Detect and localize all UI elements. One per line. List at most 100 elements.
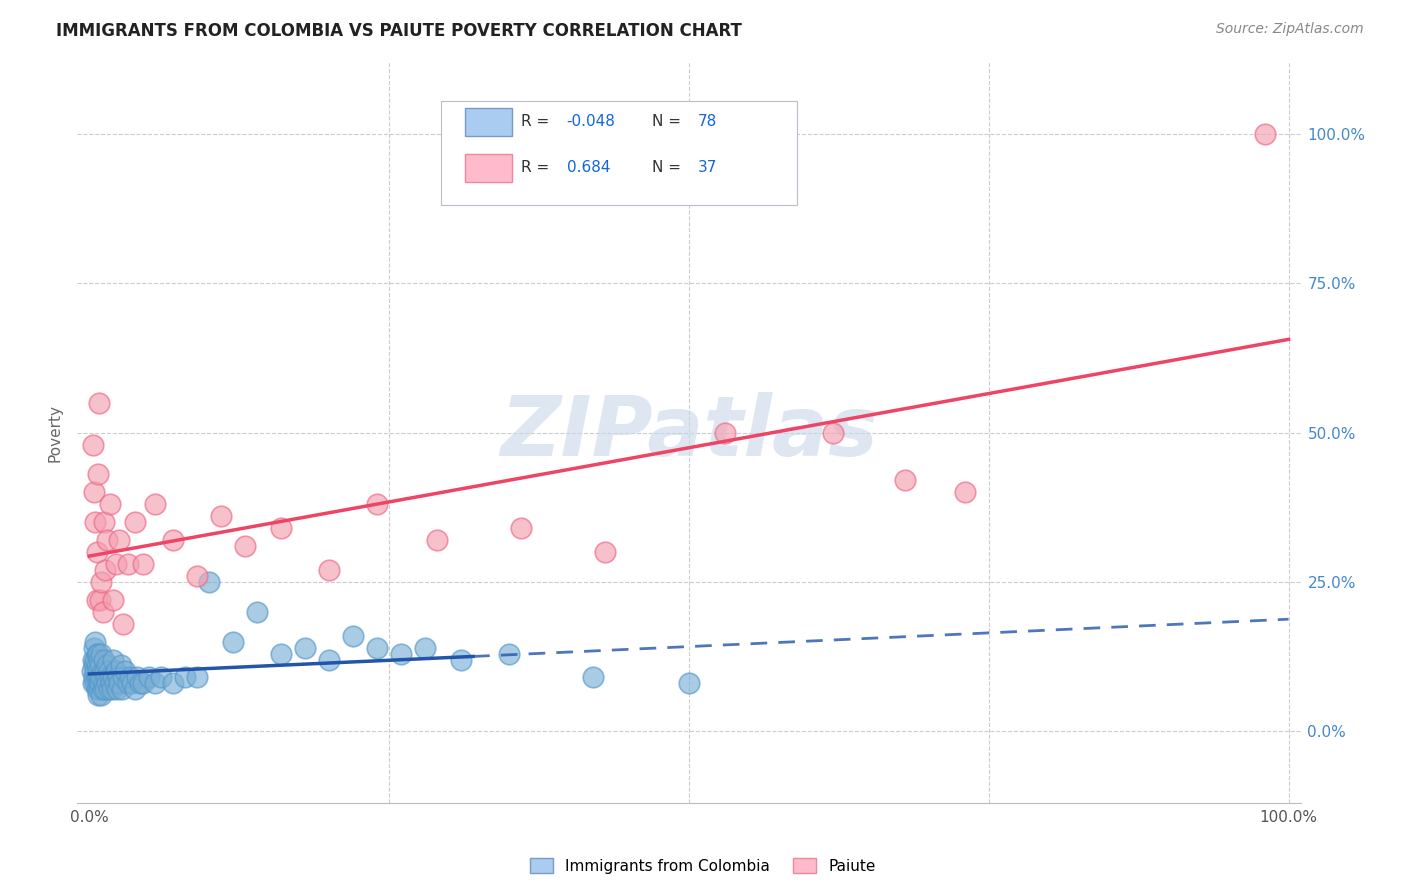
Point xyxy=(294,640,316,655)
Text: ZIPatlas: ZIPatlas xyxy=(501,392,877,473)
Point xyxy=(103,670,125,684)
Point xyxy=(582,670,605,684)
Point xyxy=(91,682,114,697)
Point xyxy=(91,665,114,679)
Point xyxy=(98,670,121,684)
Point xyxy=(87,676,110,690)
Text: 0.684: 0.684 xyxy=(567,160,610,175)
Point xyxy=(389,647,412,661)
Point xyxy=(366,640,388,655)
Point xyxy=(110,658,132,673)
Point xyxy=(94,563,117,577)
Text: 37: 37 xyxy=(697,160,717,175)
Point xyxy=(143,497,166,511)
Point xyxy=(89,658,111,673)
Point xyxy=(83,670,105,684)
Text: N =: N = xyxy=(652,114,686,129)
Point xyxy=(198,574,221,589)
Text: R =: R = xyxy=(522,160,554,175)
Point xyxy=(90,670,112,684)
Point xyxy=(114,665,136,679)
Point xyxy=(127,670,149,684)
Point xyxy=(111,670,134,684)
Point xyxy=(94,682,117,697)
Point xyxy=(678,676,700,690)
Point xyxy=(510,521,533,535)
Text: -0.048: -0.048 xyxy=(567,114,616,129)
Point xyxy=(87,396,110,410)
Point xyxy=(162,533,184,547)
Point xyxy=(93,515,115,529)
Text: 78: 78 xyxy=(697,114,717,129)
Point xyxy=(111,616,134,631)
Point xyxy=(82,676,104,690)
Y-axis label: Poverty: Poverty xyxy=(46,403,62,462)
Point xyxy=(104,665,127,679)
Point xyxy=(87,665,110,679)
Point xyxy=(318,563,340,577)
Bar xyxy=(465,154,512,182)
Point xyxy=(97,665,120,679)
Point xyxy=(89,592,111,607)
Point xyxy=(132,676,155,690)
Point xyxy=(894,474,917,488)
Text: IMMIGRANTS FROM COLOMBIA VS PAIUTE POVERTY CORRELATION CHART: IMMIGRANTS FROM COLOMBIA VS PAIUTE POVER… xyxy=(56,22,742,40)
Point xyxy=(86,545,108,559)
Point xyxy=(124,682,146,697)
Point xyxy=(121,676,143,690)
Point xyxy=(186,670,208,684)
Point xyxy=(107,670,129,684)
Point xyxy=(270,647,292,661)
Point xyxy=(98,497,121,511)
Point xyxy=(132,557,155,571)
Point xyxy=(96,658,118,673)
Point xyxy=(87,682,110,697)
Bar xyxy=(465,108,512,136)
Point xyxy=(222,634,245,648)
Point xyxy=(105,682,128,697)
Point xyxy=(90,647,112,661)
Point xyxy=(84,652,107,666)
Point xyxy=(87,689,110,703)
Point xyxy=(270,521,292,535)
Point xyxy=(103,592,125,607)
Point xyxy=(138,670,160,684)
Point xyxy=(233,539,256,553)
Point xyxy=(366,497,388,511)
Point xyxy=(91,605,114,619)
Point xyxy=(318,652,340,666)
Point xyxy=(87,647,110,661)
Point xyxy=(209,509,232,524)
Point xyxy=(89,676,111,690)
Point xyxy=(90,574,112,589)
Point xyxy=(953,485,976,500)
Point xyxy=(714,425,737,440)
Point xyxy=(82,652,104,666)
Point xyxy=(117,557,139,571)
Point xyxy=(84,665,107,679)
Point xyxy=(174,670,197,684)
Point xyxy=(94,670,117,684)
Legend: Immigrants from Colombia, Paiute: Immigrants from Colombia, Paiute xyxy=(524,852,882,880)
Point xyxy=(83,658,105,673)
Point xyxy=(86,647,108,661)
Point xyxy=(498,647,520,661)
Point xyxy=(96,533,118,547)
Point xyxy=(124,515,146,529)
Point xyxy=(97,682,120,697)
Point xyxy=(246,605,269,619)
Point xyxy=(128,676,150,690)
Point xyxy=(82,437,104,451)
Point xyxy=(90,689,112,703)
Point xyxy=(86,592,108,607)
Point xyxy=(108,676,131,690)
Point xyxy=(100,676,122,690)
Point xyxy=(821,425,844,440)
Point xyxy=(84,515,107,529)
Point xyxy=(162,676,184,690)
Point xyxy=(87,467,110,482)
Point xyxy=(1253,127,1275,141)
Point xyxy=(342,629,364,643)
Point xyxy=(104,557,127,571)
Point xyxy=(108,533,131,547)
